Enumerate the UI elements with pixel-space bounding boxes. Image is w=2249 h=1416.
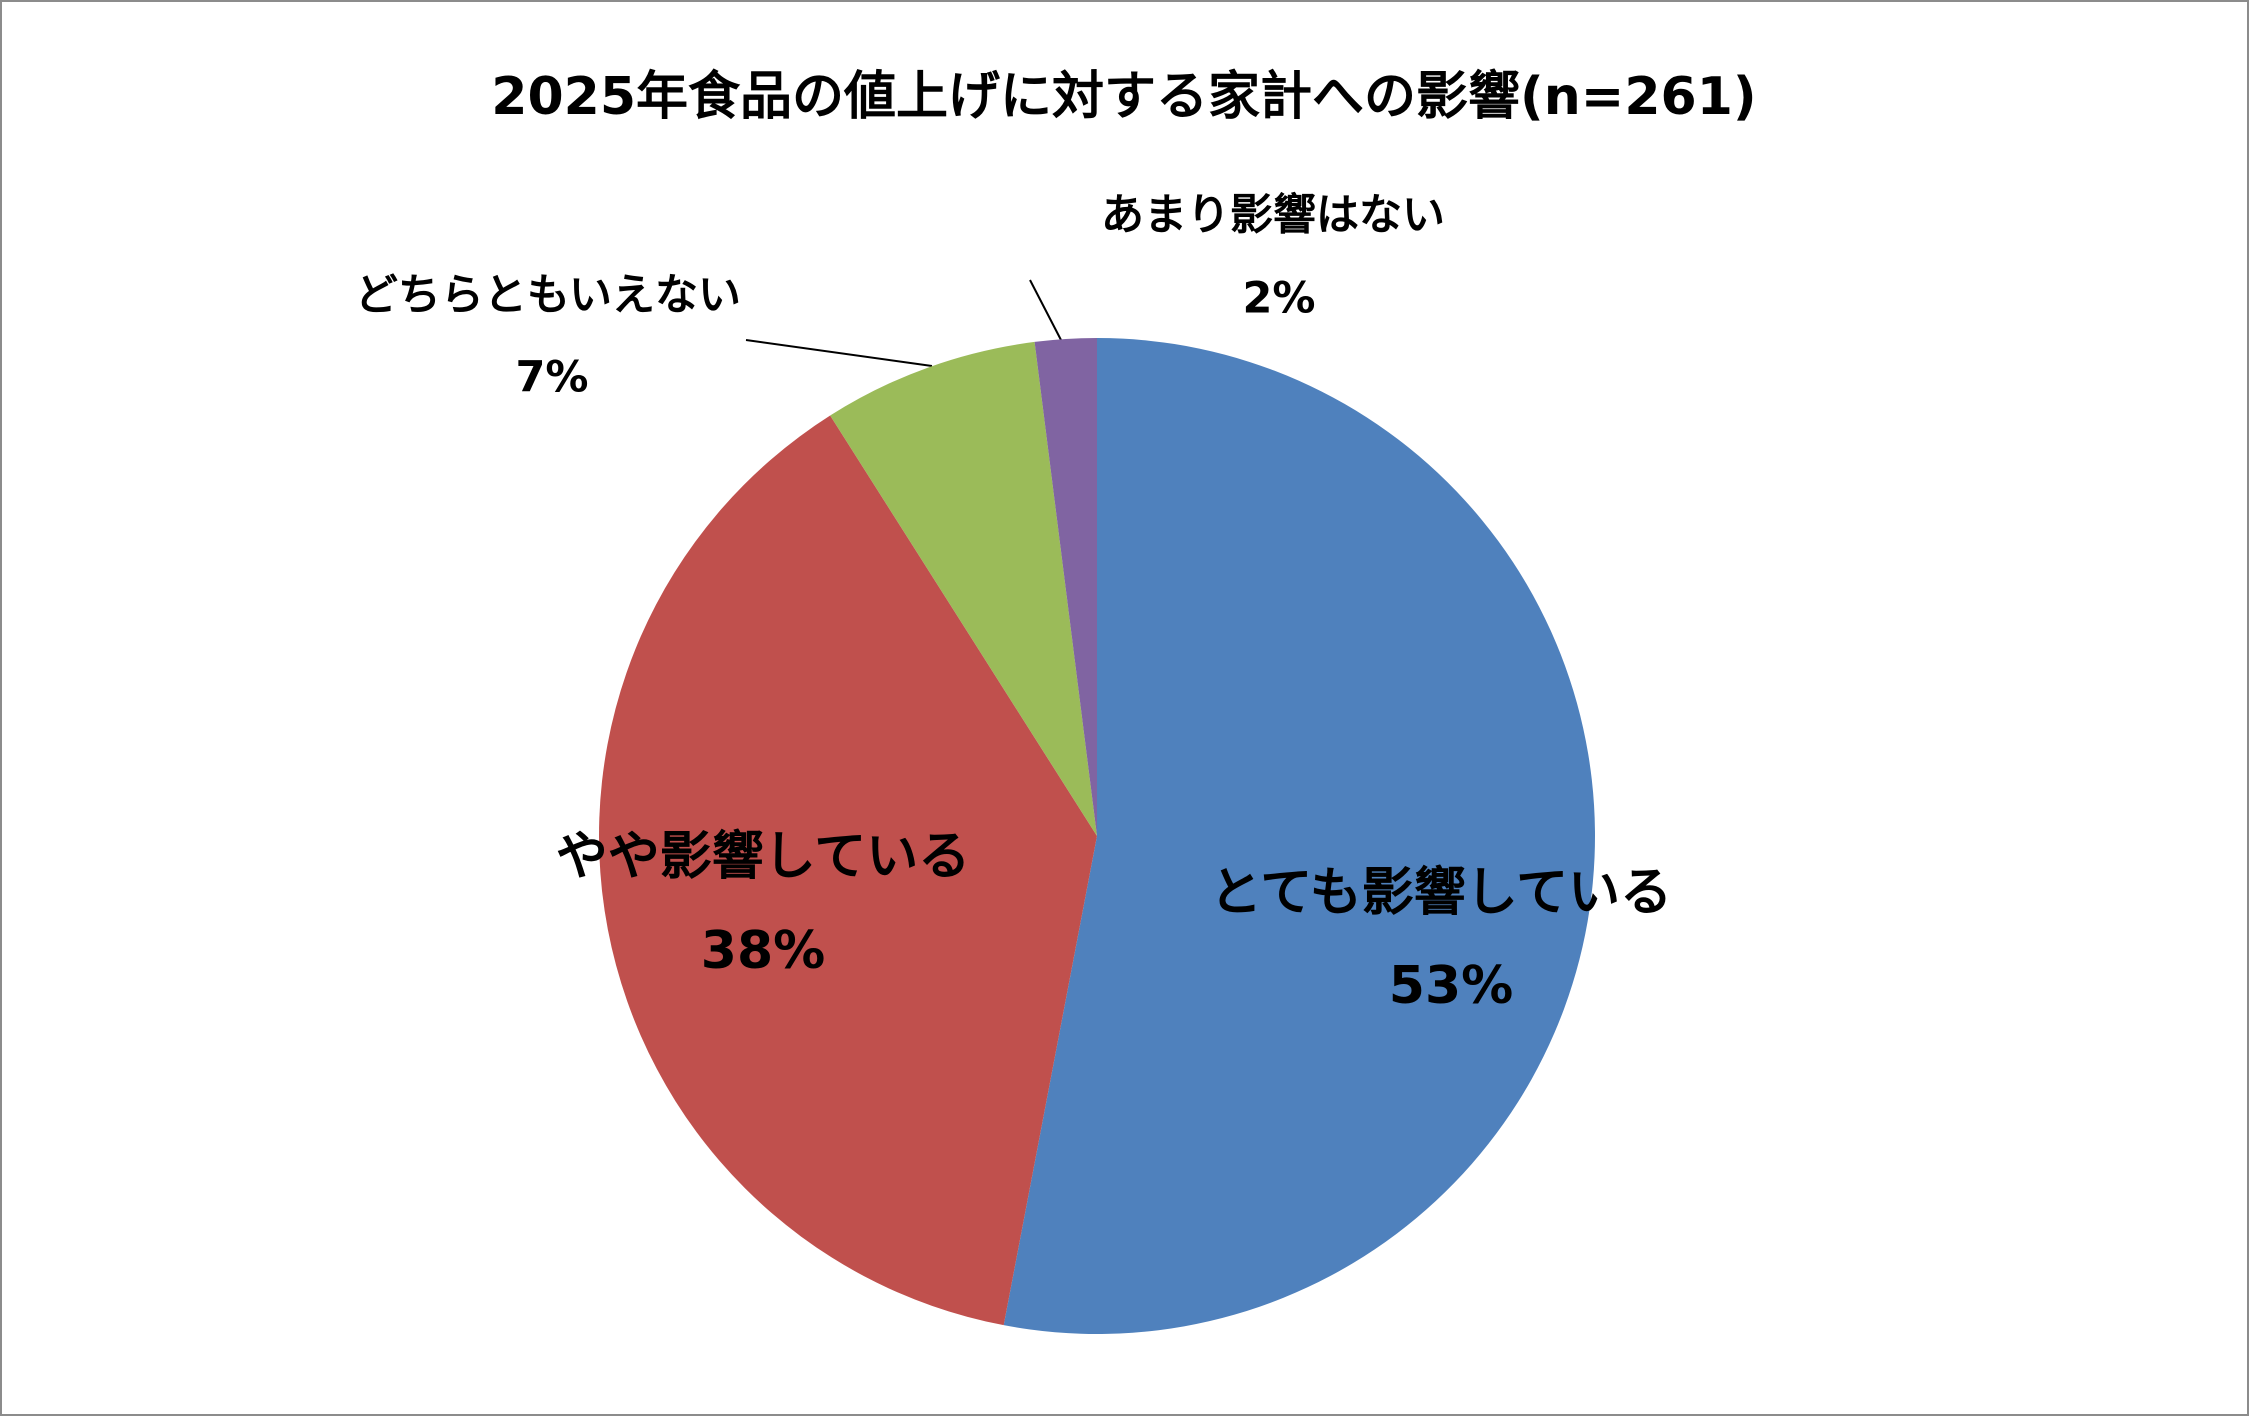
leader-line — [1029, 279, 1062, 341]
value-label: 2% — [1242, 274, 1315, 324]
slice-label: とても影響している — [1210, 863, 1672, 923]
slice-label: あまり影響はない — [1101, 191, 1445, 241]
pie-slice — [1034, 338, 1097, 836]
pie-slice — [830, 341, 1097, 836]
slice-label: やや影響している — [556, 827, 970, 887]
slice-label: どちらともいえない — [355, 271, 741, 321]
chart-title: 2025年食品の値上げに対する家計への影響(n=261) — [491, 67, 1756, 127]
value-label: 53% — [1389, 956, 1513, 1016]
pie-slice — [598, 415, 1097, 1326]
value-label: 38% — [701, 921, 825, 981]
pie-slice — [1003, 338, 1595, 1334]
leader-line — [745, 339, 933, 367]
value-label: 7% — [515, 353, 588, 403]
